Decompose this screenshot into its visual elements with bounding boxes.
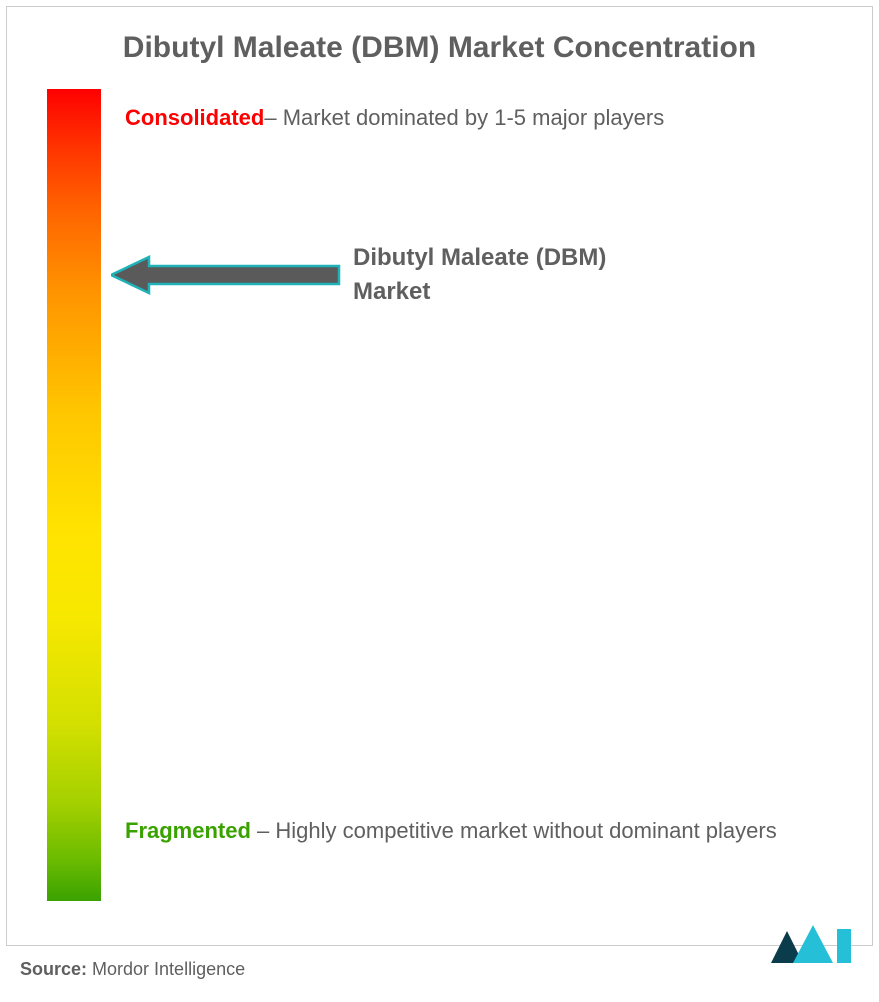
- consolidated-description: – Market dominated by 1-5 major players: [264, 105, 664, 130]
- infographic-container: Dibutyl Maleate (DBM) Market Concentrati…: [6, 6, 873, 946]
- concentration-gradient-bar: [47, 89, 101, 901]
- source-label: Source:: [20, 959, 87, 979]
- arrow-left-icon: [111, 255, 341, 295]
- market-position-marker: Dibutyl Maleate (DBM) Market: [111, 241, 606, 308]
- fragmented-label: Fragmented – Highly competitive market w…: [125, 807, 834, 855]
- consolidated-keyword: Consolidated: [125, 105, 264, 130]
- fragmented-keyword: Fragmented: [125, 818, 251, 843]
- mordor-logo-icon: [769, 923, 853, 972]
- market-name-line1: Dibutyl Maleate (DBM): [353, 241, 606, 275]
- content-area: Consolidated– Market dominated by 1-5 ma…: [35, 89, 844, 909]
- chart-title: Dibutyl Maleate (DBM) Market Concentrati…: [35, 31, 844, 65]
- consolidated-label: Consolidated– Market dominated by 1-5 ma…: [125, 94, 834, 142]
- fragmented-description: – Highly competitive market without domi…: [251, 818, 777, 843]
- source-attribution: Source: Mordor Intelligence: [20, 959, 245, 980]
- source-value: Mordor Intelligence: [87, 959, 245, 979]
- market-name-label: Dibutyl Maleate (DBM) Market: [353, 241, 606, 308]
- market-name-line2: Market: [353, 275, 606, 309]
